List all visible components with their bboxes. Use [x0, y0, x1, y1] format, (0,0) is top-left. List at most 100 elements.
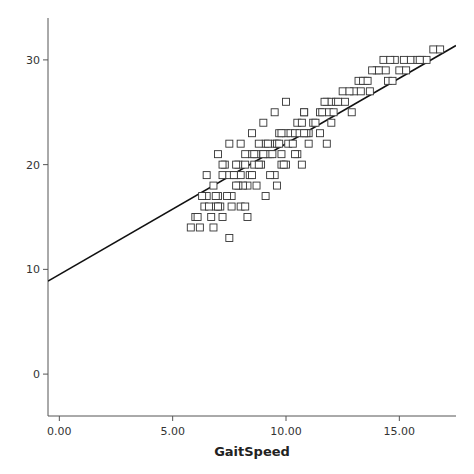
point: [437, 46, 444, 53]
point: [292, 151, 299, 158]
x-tick: [399, 416, 400, 421]
point: [389, 77, 396, 84]
point: [194, 214, 201, 221]
point: [280, 161, 287, 168]
point: [224, 193, 231, 200]
x-axis-line: [48, 416, 456, 417]
x-tick-label: 15.00: [384, 425, 416, 438]
point: [208, 214, 215, 221]
point: [267, 172, 274, 179]
point: [323, 140, 330, 147]
x-tick: [59, 416, 60, 421]
point: [301, 109, 308, 116]
point: [430, 46, 437, 53]
point: [312, 119, 319, 126]
point: [319, 109, 326, 116]
point: [396, 67, 403, 74]
plot-area: [48, 45, 456, 281]
point: [278, 130, 285, 137]
point: [339, 88, 346, 95]
points: [187, 46, 443, 242]
point: [242, 161, 249, 168]
point: [423, 56, 430, 63]
point: [251, 151, 258, 158]
point: [212, 193, 219, 200]
point: [382, 67, 389, 74]
point: [276, 140, 283, 147]
point: [416, 56, 423, 63]
point: [278, 151, 285, 158]
point: [407, 56, 414, 63]
point: [226, 234, 233, 241]
point: [269, 151, 276, 158]
point: [199, 193, 206, 200]
point: [301, 130, 308, 137]
point: [273, 182, 280, 189]
point: [219, 172, 226, 179]
point: [346, 88, 353, 95]
point: [260, 151, 267, 158]
point: [242, 151, 249, 158]
point: [348, 109, 355, 116]
x-tick-label: 10.00: [270, 425, 302, 438]
point: [262, 193, 269, 200]
point: [255, 161, 262, 168]
point: [387, 56, 394, 63]
y-tick: [43, 269, 48, 270]
point: [403, 67, 410, 74]
point: [230, 172, 237, 179]
y-tick: [43, 374, 48, 375]
point: [233, 182, 240, 189]
chart: 01020300.005.0010.0015.00GaitSpeed: [0, 0, 474, 474]
point: [226, 140, 233, 147]
point: [203, 172, 210, 179]
point: [260, 151, 267, 158]
point: [305, 140, 312, 147]
point: [375, 67, 382, 74]
point: [228, 203, 235, 210]
point: [215, 203, 222, 210]
point: [187, 224, 194, 231]
point: [317, 130, 324, 137]
point: [357, 88, 364, 95]
point: [328, 119, 335, 126]
y-tick-label: 20: [26, 159, 40, 172]
point: [219, 161, 226, 168]
point: [253, 182, 260, 189]
point: [369, 67, 376, 74]
point: [341, 98, 348, 105]
point: [233, 161, 240, 168]
x-tick-label: 0.00: [47, 425, 72, 438]
point: [298, 119, 305, 126]
regression-line: [48, 45, 456, 281]
point: [330, 109, 337, 116]
point: [260, 119, 267, 126]
y-axis-line: [48, 18, 49, 416]
point: [264, 140, 271, 147]
point: [321, 98, 328, 105]
point: [283, 98, 290, 105]
point: [301, 109, 308, 116]
point: [210, 182, 217, 189]
y-tick: [43, 59, 48, 60]
point: [237, 172, 244, 179]
point: [289, 140, 296, 147]
point: [380, 56, 387, 63]
point: [244, 214, 251, 221]
point: [364, 77, 371, 84]
point: [249, 172, 256, 179]
x-tick-label: 5.00: [160, 425, 185, 438]
point: [237, 140, 244, 147]
point: [335, 98, 342, 105]
point: [210, 224, 217, 231]
point: [249, 130, 256, 137]
point: [215, 151, 222, 158]
y-tick: [43, 164, 48, 165]
x-tick: [286, 416, 287, 421]
point: [242, 203, 249, 210]
point: [255, 140, 262, 147]
x-axis-label: GaitSpeed: [214, 444, 290, 459]
y-tick-label: 30: [26, 54, 40, 67]
point: [400, 56, 407, 63]
point: [219, 214, 226, 221]
